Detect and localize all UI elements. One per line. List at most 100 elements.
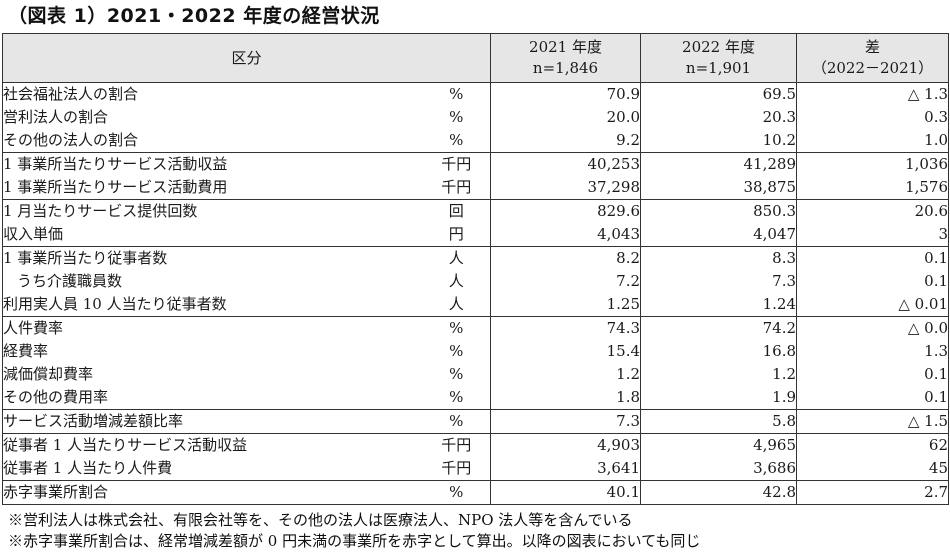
row-label: 従事者 1 人当たり人件費 — [2, 457, 423, 481]
row-diff: 0.1 — [796, 246, 950, 270]
row-value-2021: 40.1 — [490, 480, 641, 505]
row-value-2021: 1.25 — [490, 293, 641, 317]
row-diff: 0.1 — [796, 386, 950, 410]
header-diff-label: 差 — [865, 38, 881, 56]
row-unit: 人 — [448, 272, 464, 290]
header-2021-year: 2021 年度 — [529, 38, 602, 56]
footnote-1: ※営利法人は株式会社、有限会社等を、その他の法人は医療法人、NPO 法人等を含ん… — [8, 511, 633, 529]
row-label: 営利法人の割合 — [2, 106, 423, 129]
row-value-2022: 38,875 — [640, 176, 797, 200]
row-diff: 0.3 — [796, 106, 950, 129]
row-unit: 人 — [422, 246, 491, 270]
row-value-2022: 850.3 — [640, 199, 797, 223]
figure-title: （図表 1）2021・2022 年度の経営状況 — [8, 5, 380, 27]
row-value-2021: 15.4 — [490, 340, 641, 363]
row-diff: 45 — [796, 457, 950, 481]
table-row: 人件費率% 74.3 74.2 △ 0.0 — [2, 316, 950, 340]
table-row: 減価償却費率% 1.2 1.2 0.1 — [2, 363, 950, 386]
row-label: 人件費率 — [2, 316, 423, 340]
header-category: 区分 — [1, 33, 492, 83]
table-row: 経費率% 15.4 16.8 1.3 — [2, 340, 950, 363]
row-unit: 千円 — [441, 178, 472, 196]
row-diff: 20.6 — [796, 199, 950, 223]
row-label: 1 事業所当たり従事者数 — [2, 246, 423, 270]
row-label: 従事者 1 人当たりサービス活動収益 — [2, 433, 423, 457]
table-row: 社会福祉法人の割合% 70.9 69.5 △ 1.3 — [2, 82, 950, 106]
table-row: 赤字事業所割合% 40.1 42.8 2.7 — [2, 480, 950, 505]
row-value-2021: 4,043 — [490, 223, 641, 247]
row-value-2022: 1.24 — [640, 293, 797, 317]
row-unit: 人 — [448, 295, 464, 313]
row-value-2022: 20.3 — [640, 106, 797, 129]
header-2021-n: n=1,846 — [532, 59, 599, 77]
footnote-2: ※赤字事業所割合は、経常増減差額が 0 円未満の事業所を赤字として算出。以降の図… — [8, 532, 701, 550]
row-unit: % — [422, 480, 491, 505]
row-diff: 1.0 — [796, 129, 950, 153]
row-label: 1 事業所当たりサービス活動収益 — [2, 152, 423, 176]
row-unit: % — [449, 388, 464, 406]
row-diff: 1,576 — [796, 176, 950, 200]
row-unit: % — [422, 82, 491, 106]
row-unit: 千円 — [422, 433, 491, 457]
row-value-2022: 7.3 — [640, 270, 797, 293]
row-value-2022: 4,965 — [640, 433, 797, 457]
row-value-2022: 10.2 — [640, 129, 797, 153]
row-diff: 1.3 — [796, 340, 950, 363]
header-2022-n: n=1,901 — [685, 59, 752, 77]
row-diff: 62 — [796, 433, 950, 457]
row-unit: 千円 — [422, 152, 491, 176]
row-value-2022: 8.3 — [640, 246, 797, 270]
table-body: 社会福祉法人の割合% 70.9 69.5 △ 1.3 営利法人の割合% 20.0 20.3 0… — [2, 82, 950, 505]
row-unit: 回 — [422, 199, 491, 223]
header-diff-range: （2022－2021） — [811, 59, 934, 77]
row-value-2022: 16.8 — [640, 340, 797, 363]
table-row: 1 月当たりサービス提供回数回 829.6 850.3 20.6 — [2, 199, 950, 223]
row-value-2022: 4,047 — [640, 223, 797, 247]
row-label: 社会福祉法人の割合 — [2, 82, 423, 106]
row-label: 利用実人員 10 人当たり従事者数 — [2, 293, 423, 317]
table-row: 従事者 1 人当たりサービス活動収益 千円 4,903 4,965 62 — [2, 433, 950, 457]
table-row: 収入単価 円 4,043 4,047 3 — [2, 223, 950, 247]
row-unit: 千円 — [441, 459, 472, 477]
header-2022-year: 2022 年度 — [682, 38, 755, 56]
row-diff: 2.7 — [796, 480, 950, 505]
row-unit: % — [449, 131, 464, 149]
table-row: その他の費用率% 1.8 1.9 0.1 — [2, 386, 950, 410]
row-value-2022: 41,289 — [640, 152, 797, 176]
table-row: 利用実人員 10 人当たり従事者数 人 1.25 1.24 △ 0.01 — [2, 293, 950, 317]
row-label: 1 月当たりサービス提供回数 — [2, 199, 423, 223]
row-diff: 0.1 — [796, 270, 950, 293]
row-value-2022: 5.8 — [640, 409, 797, 434]
table-row: 1 事業所当たりサービス活動費用 千円 37,298 38,875 1,576 — [2, 176, 950, 200]
header-diff: 差 （2022－2021） — [796, 33, 950, 83]
row-label: 赤字事業所割合 — [2, 480, 423, 505]
row-unit: % — [449, 108, 464, 126]
table-row: 1 事業所当たりサービス活動収益 千円 40,253 41,289 1,036 — [2, 152, 950, 176]
row-unit: % — [449, 342, 464, 360]
row-label: 1 事業所当たりサービス活動費用 — [2, 176, 423, 200]
row-value-2021: 829.6 — [490, 199, 641, 223]
row-diff: △ 0.0 — [796, 316, 950, 340]
table-row: 1 事業所当たり従事者数人 8.2 8.3 0.1 — [2, 246, 950, 270]
row-label: その他の費用率 — [2, 386, 423, 410]
row-value-2021: 70.9 — [490, 82, 641, 106]
row-value-2021: 37,298 — [490, 176, 641, 200]
row-label: 収入単価 — [2, 223, 423, 247]
row-value-2021: 74.3 — [490, 316, 641, 340]
row-label: うち介護職員数 — [2, 270, 423, 293]
row-unit: 円 — [448, 225, 464, 243]
row-value-2021: 4,903 — [490, 433, 641, 457]
table-row: サービス活動増減差額比率% 7.3 5.8 △ 1.5 — [2, 409, 950, 434]
row-value-2022: 3,686 — [640, 457, 797, 481]
table-row: 従事者 1 人当たり人件費 千円 3,641 3,686 45 — [2, 457, 950, 481]
row-diff: 1,036 — [796, 152, 950, 176]
row-diff: △ 1.5 — [796, 409, 950, 434]
row-unit: % — [422, 409, 491, 434]
row-value-2021: 8.2 — [490, 246, 641, 270]
row-label: 減価償却費率 — [2, 363, 423, 386]
row-unit: % — [449, 365, 464, 383]
footnotes: ※営利法人は株式会社、有限会社等を、その他の法人は医療法人、NPO 法人等を含ん… — [8, 510, 700, 552]
row-unit: % — [422, 316, 491, 340]
table-row: うち介護職員数 人 7.2 7.3 0.1 — [2, 270, 950, 293]
row-value-2021: 1.8 — [490, 386, 641, 410]
